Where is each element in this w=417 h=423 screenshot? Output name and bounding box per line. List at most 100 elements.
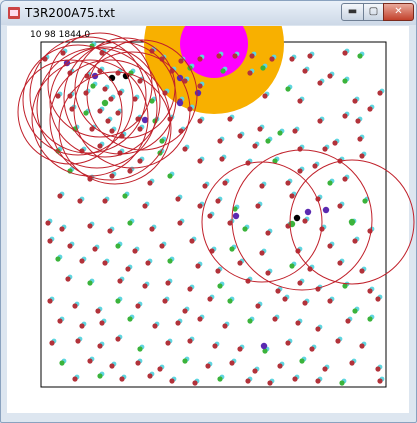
sensor-dot — [249, 53, 255, 59]
sensor-node — [57, 316, 65, 324]
sensing-range-circle — [17, 59, 123, 165]
sensor-dot — [327, 298, 333, 304]
sensor-node — [135, 114, 143, 122]
sensor-dot — [92, 246, 98, 252]
sensor-dot — [147, 180, 153, 186]
sensor-dot — [227, 298, 233, 304]
sensor-dot — [342, 113, 348, 119]
sensor-node — [102, 84, 110, 92]
sensor-node — [327, 71, 335, 79]
sensor-node — [97, 371, 105, 379]
sensor-dot — [307, 53, 313, 59]
sensor-dot — [217, 138, 223, 144]
sensor-node — [309, 344, 317, 352]
sensor-dot — [309, 346, 315, 352]
sensor-dot — [108, 96, 114, 102]
sensor-node — [317, 78, 325, 86]
highlighted-node — [176, 99, 184, 107]
sensor-dot — [107, 228, 113, 234]
sensor-dot — [197, 316, 203, 322]
sensor-dot — [109, 173, 115, 179]
sensor-node — [87, 356, 95, 364]
sensor-dot — [289, 263, 295, 269]
title-bar[interactable]: T3R200A75.txt ▬ ▢ ✕ — [1, 1, 416, 25]
sensor-node — [90, 81, 98, 89]
sensor-node — [79, 321, 87, 329]
sensor-dot — [57, 318, 63, 324]
sensor-dot — [83, 90, 89, 96]
sensor-dot — [197, 118, 203, 124]
sensing-range-circle — [231, 149, 373, 291]
sensor-dot — [257, 126, 263, 132]
sensor-node — [105, 116, 113, 124]
sensor-dot — [327, 73, 333, 79]
sensor-node — [217, 374, 225, 382]
sensor-node — [359, 151, 367, 159]
highlighted-node — [194, 89, 202, 97]
sensor-node — [220, 66, 228, 74]
sensor-dot — [317, 118, 323, 124]
sensor-dot — [142, 203, 148, 209]
sensor-dot — [197, 203, 203, 209]
sensor-node — [55, 254, 63, 262]
sensor-node — [165, 338, 173, 346]
sensor-dot — [277, 363, 283, 369]
sensor-node — [195, 261, 203, 269]
sensor-dot — [297, 146, 303, 152]
sensor-dot — [197, 158, 203, 164]
sensor-dot — [367, 316, 373, 322]
sensor-dot — [115, 336, 121, 342]
sensor-dot — [145, 260, 151, 266]
sensor-node — [335, 336, 343, 344]
sensing-range-circle — [63, 41, 177, 155]
sensor-dot — [352, 238, 358, 244]
sensor-node — [302, 216, 310, 224]
sensor-dot — [182, 146, 188, 152]
sensor-node — [272, 314, 280, 322]
sensor-node — [162, 88, 170, 96]
sensor-dot — [352, 98, 358, 104]
close-button[interactable]: ✕ — [383, 3, 414, 21]
sensor-node — [92, 244, 100, 252]
sensor-node — [55, 91, 63, 99]
sensor-node — [377, 88, 385, 96]
sensor-node — [109, 361, 117, 369]
sensor-dot — [59, 226, 65, 232]
sensor-node — [352, 306, 360, 314]
sensor-dot — [352, 308, 358, 314]
minimize-button[interactable]: ▬ — [341, 3, 364, 21]
sensor-node — [342, 281, 350, 289]
sensor-dot — [355, 118, 361, 124]
sensor-dot — [229, 246, 235, 252]
sensor-node — [269, 54, 277, 62]
sensing-range-circle — [73, 51, 191, 169]
sensor-node — [237, 131, 245, 139]
sensor-dot — [275, 288, 281, 294]
sensor-node — [97, 106, 105, 114]
sensor-dot — [72, 303, 78, 309]
sensor-node — [357, 51, 365, 59]
sensor-node — [135, 301, 143, 309]
sensor-dot — [260, 65, 266, 71]
sensor-dot — [109, 128, 115, 134]
sensor-dot — [115, 243, 121, 249]
sensor-node — [149, 96, 157, 104]
sensor-dot — [357, 136, 363, 142]
sensor-dot — [90, 83, 96, 89]
sensor-dot — [177, 220, 183, 226]
sensor-dot — [152, 323, 158, 329]
sensor-dot — [115, 298, 121, 304]
sensor-node — [367, 286, 375, 294]
sensor-node — [115, 334, 123, 342]
sensor-node — [142, 281, 150, 289]
sensor-dot — [192, 380, 198, 386]
sensor-dot — [359, 153, 365, 159]
sensor-node — [77, 196, 85, 204]
sensor-node — [357, 134, 365, 142]
sensor-dot — [327, 180, 333, 186]
sensor-dot — [159, 243, 165, 249]
sensor-dot — [147, 373, 153, 379]
sensor-dot — [227, 220, 233, 226]
sensor-node — [115, 241, 123, 249]
sensor-dot — [187, 338, 193, 344]
